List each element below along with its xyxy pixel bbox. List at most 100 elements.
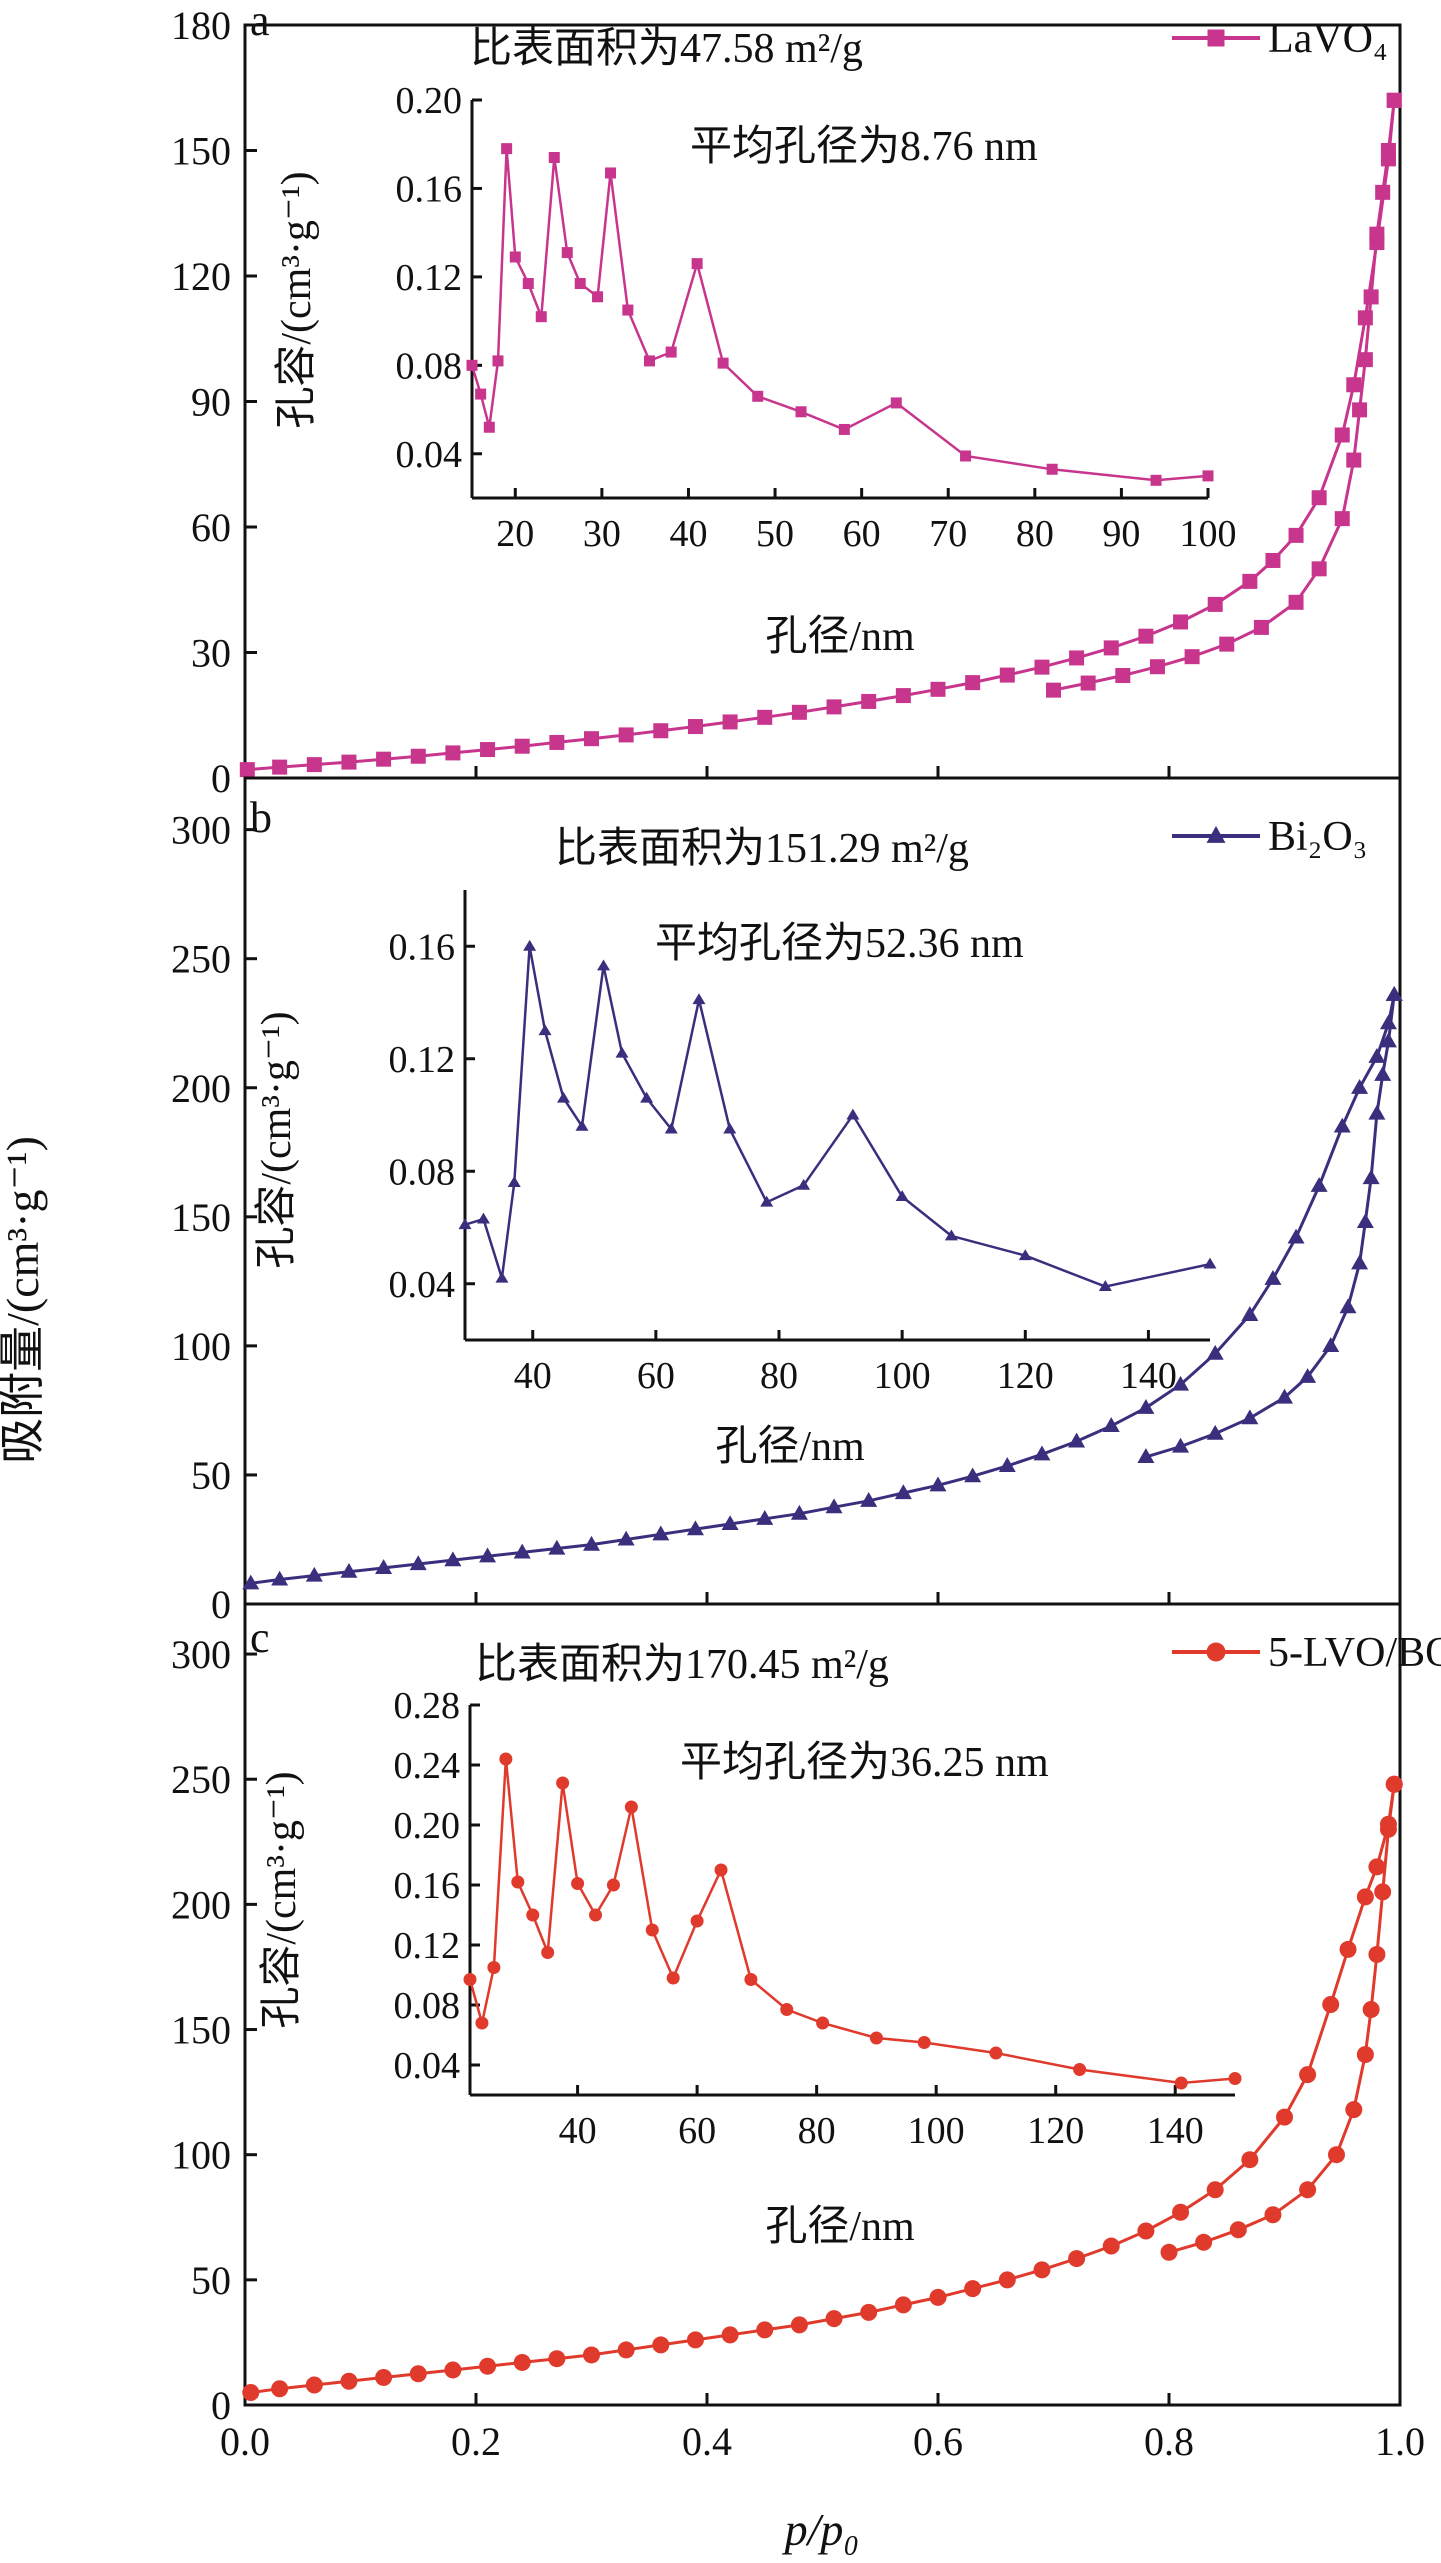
- pore-distribution-point: [624, 1800, 638, 1814]
- pore-distribution-point: [1046, 463, 1058, 475]
- panel-label: b: [250, 793, 272, 842]
- y-tick-label: 60: [191, 505, 231, 550]
- isotherm-point: [306, 757, 322, 773]
- pore-distribution-point: [890, 397, 902, 409]
- pore-distribution-point: [1228, 2072, 1242, 2085]
- surface-area-text: 比表面积为151.29 m²/g: [555, 826, 969, 872]
- pore-distribution-point: [714, 1863, 728, 1877]
- pore-size-text: 平均孔径为8.76 nm: [690, 124, 1038, 170]
- isotherm-point: [790, 2316, 808, 2334]
- isotherm-point: [1033, 2261, 1051, 2279]
- isotherm-point: [1322, 1996, 1340, 2013]
- inset-a: 0.04 0.08 0.12 0.16 0.20 20 30 40 50 60 70 80 90 100 平…: [273, 80, 1237, 660]
- isotherm-point: [444, 1551, 462, 1567]
- isotherm-point: [1069, 650, 1085, 666]
- isotherm-point: [1046, 682, 1061, 698]
- isotherm-point: [1219, 636, 1235, 652]
- isotherm-point: [1386, 92, 1402, 108]
- isotherm-point: [617, 2341, 635, 2359]
- inset-x-tick-label: 140: [1147, 2110, 1204, 2152]
- inset-x-tick-label: 40: [559, 2110, 597, 2152]
- isotherm-point: [1265, 552, 1281, 568]
- inset-y-tick-label: 0.12: [396, 257, 463, 299]
- inset-x-tick-label: 60: [843, 513, 881, 555]
- inset-y-tick-label: 0.24: [394, 1745, 461, 1787]
- isotherm-point: [930, 681, 946, 697]
- pore-distribution-point: [557, 1091, 571, 1103]
- inset-x-label: 孔径/nm: [765, 2204, 915, 2250]
- isotherm-point: [239, 762, 255, 778]
- pore-distribution-line: [464, 946, 1211, 1288]
- isotherm-point: [1334, 427, 1350, 443]
- pore-distribution-point: [797, 1178, 811, 1190]
- isotherm-point: [242, 1574, 260, 1590]
- surface-area-text: 比表面积为170.45 m²/g: [475, 1642, 889, 1688]
- isotherm-point: [686, 2331, 704, 2349]
- y-axis-label: 吸附量/(cm³·g⁻¹): [0, 1136, 48, 1464]
- isotherm-point: [584, 731, 599, 747]
- surface-area-text: 比表面积为47.58 m²/g: [470, 26, 863, 72]
- isotherm-point: [1333, 1117, 1351, 1133]
- isotherm-point: [1356, 1213, 1374, 1229]
- pore-distribution-point: [492, 355, 504, 367]
- pore-distribution-point: [723, 1122, 737, 1134]
- isotherm-point: [444, 2361, 462, 2379]
- pore-distribution-point: [597, 959, 611, 971]
- pore-distribution-point: [606, 1878, 620, 1892]
- y-tick-label: 0: [211, 2383, 231, 2428]
- inset-y-tick-label: 0.20: [394, 1805, 461, 1847]
- isotherm-point: [242, 2383, 260, 2401]
- inset-x-tick-label: 20: [496, 513, 534, 555]
- y-tick-label: 200: [171, 1066, 231, 1111]
- inset-c: 0.04 0.08 0.12 0.16 0.20 0.24 0.28 40 60 80 100 120…: [258, 1685, 1242, 2250]
- x-tick-label: 0.6: [913, 2419, 963, 2464]
- isotherm-point: [1242, 573, 1258, 589]
- pore-distribution-point: [622, 304, 634, 316]
- pore-distribution-point: [509, 251, 521, 263]
- x-axis-label: p/p₀: [782, 2504, 860, 2555]
- inset-y-tick-label: 0.16: [389, 926, 456, 968]
- isotherm-point: [825, 1498, 843, 1514]
- pore-distribution-point: [523, 939, 537, 951]
- pore-distribution-point: [644, 355, 656, 367]
- pore-distribution-point: [692, 993, 706, 1005]
- isotherm-point: [1299, 2181, 1317, 2199]
- isotherm-point: [1264, 2206, 1282, 2224]
- isotherm-point: [1068, 1432, 1086, 1448]
- isotherm-point: [549, 734, 565, 750]
- inset-x-label: 孔径/nm: [715, 1424, 865, 1470]
- isotherm-point: [375, 1559, 393, 1574]
- pore-distribution-point: [522, 278, 534, 290]
- pore-distribution-point: [1202, 470, 1214, 482]
- isotherm-point: [895, 688, 911, 704]
- pore-distribution-point: [989, 2046, 1003, 2060]
- isotherm-point: [965, 675, 981, 691]
- isotherm-point: [1362, 2001, 1380, 2019]
- isotherm-point: [375, 2368, 393, 2386]
- y-tick-label: 300: [171, 808, 231, 853]
- inset-y-tick-label: 0.16: [396, 168, 463, 210]
- isotherm-point: [1195, 2233, 1213, 2251]
- inset-y-tick-label: 0.08: [394, 1985, 461, 2027]
- isotherm-point: [1385, 986, 1403, 1001]
- isotherm-point: [894, 2296, 912, 2314]
- inset-y-tick-label: 0.04: [396, 434, 463, 476]
- isotherm-point: [583, 2346, 600, 2364]
- pore-distribution-point: [917, 2036, 931, 2049]
- isotherm-point: [757, 709, 773, 725]
- inset-y-tick-label: 0.08: [396, 345, 463, 387]
- isotherm-point: [1368, 1104, 1386, 1120]
- inset-y-label: 孔容/(cm³·g⁻¹): [258, 1771, 305, 2028]
- inset-y-tick-label: 0.04: [389, 1264, 456, 1306]
- isotherm-point: [929, 2288, 947, 2306]
- legend-marker: [1207, 29, 1225, 47]
- pore-distribution-point: [895, 1190, 909, 1202]
- pore-distribution-point: [744, 1973, 758, 1986]
- isotherm-point: [376, 751, 392, 767]
- isotherm-point: [445, 745, 461, 761]
- isotherm-point: [1379, 1014, 1397, 1030]
- pore-distribution-point: [615, 1046, 629, 1058]
- isotherm-point: [1374, 1066, 1392, 1081]
- isotherm-point: [998, 2271, 1016, 2289]
- isotherm-point: [686, 1520, 704, 1536]
